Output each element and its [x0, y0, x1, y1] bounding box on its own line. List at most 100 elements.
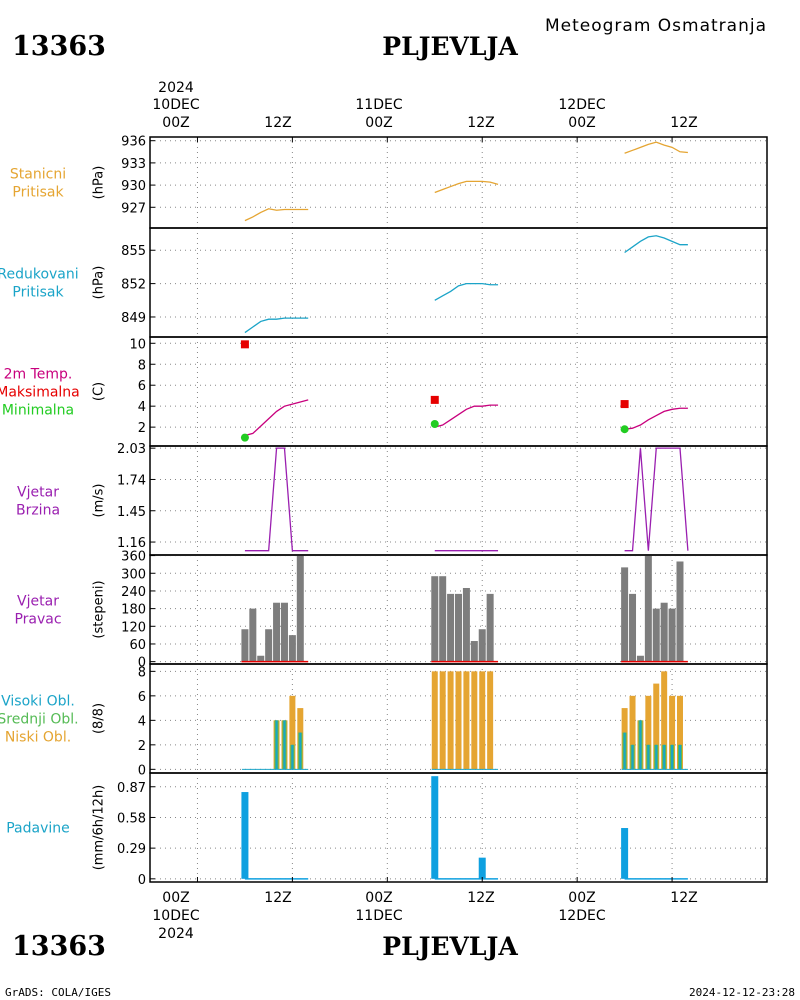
panel-label: Pritisak: [12, 285, 64, 301]
panel-precipitation: 0 0.29 0.58 0.87 (mm/6h/12h) Padavine: [6, 772, 768, 888]
bar: [629, 593, 637, 662]
bar-high-cloud: [299, 732, 302, 770]
hour-label-bottom-3: 00Z: [365, 890, 392, 906]
series-line: [624, 447, 689, 552]
hour-label-bottom-2: 12Z: [264, 890, 291, 906]
year-label-top: 2024: [158, 80, 194, 96]
bar: [241, 792, 249, 879]
hour-label-bottom-4: 12Z: [467, 890, 494, 906]
panel-temperature: 2 4 6 8 10 (C) 2m Temp. Maksimalna Minimalna: [0, 336, 768, 447]
y-tick-label: 0.58: [117, 811, 146, 826]
series-line: [244, 447, 309, 552]
panel-pressure_station: 927 930 933 936 (hPa) Stanicni Pritisak: [10, 135, 768, 229]
bar: [676, 561, 684, 662]
y-tick-label: 0: [138, 873, 146, 888]
bar: [431, 776, 439, 879]
bar-high-cloud: [291, 744, 294, 770]
y-tick-label: 120: [121, 620, 146, 635]
hour-label-bottom-6: 12Z: [670, 890, 697, 906]
min-marker: [430, 419, 439, 428]
bar: [652, 608, 660, 662]
panel-wind_direction: 0 60 120 180 240 300 360 (stepeni) Vjetar Pravac: [14, 550, 768, 671]
panels: 927930933936(hPa)StanicniPritisak8498528…: [0, 135, 768, 888]
y-tick-label: 4: [138, 400, 146, 415]
day-label-top-1: 10DEC: [152, 97, 199, 113]
bar: [288, 635, 296, 662]
y-tick-label: 855: [121, 244, 146, 259]
panel-label: Pravac: [14, 612, 61, 628]
hour-label-top-5: 00Z: [568, 115, 595, 131]
panel-label: Minimalna: [2, 403, 74, 419]
bar: [280, 602, 288, 662]
panel-wind_speed: 1.16 1.45 1.74 2.03 (m/s) Vjetar Brzina: [16, 442, 768, 556]
bar: [241, 629, 249, 662]
panel-cloud_cover: 0 2 4 6 8 (8/8) Visoki Obl. Srednji Obl. Niski O…: [0, 663, 768, 778]
y-tick-label: 180: [121, 603, 146, 618]
min-marker: [620, 425, 629, 434]
series-line: [624, 235, 688, 254]
footer-timestamp: 2024-12-12-23:28: [689, 986, 795, 999]
time-axis-bottom: 00Z 12Z 00Z 12Z 00Z 12Z 10DEC 11DEC 12DE…: [152, 890, 697, 942]
bar: [636, 655, 644, 662]
bar: [621, 567, 629, 662]
y-axis-label: (stepeni): [92, 580, 107, 638]
bar-high-cloud: [283, 720, 286, 770]
y-tick-label: 6: [138, 690, 146, 705]
bar: [447, 593, 455, 662]
y-axis-label: (mm/6h/12h): [92, 785, 107, 871]
day-label-top-2: 11DEC: [355, 97, 402, 113]
panel-label: Visoki Obl.: [1, 694, 75, 710]
panel-frame: [149, 227, 768, 338]
panel-label: 2m Temp.: [4, 367, 73, 383]
y-tick-label: 1.45: [117, 505, 146, 520]
station-name-bottom: PLJEVLJA: [382, 932, 518, 961]
y-axis-label: (8/8): [92, 703, 107, 734]
bar-low-cloud: [629, 695, 636, 770]
y-tick-label: 0.87: [117, 781, 146, 796]
day-label-top-3: 12DEC: [558, 97, 605, 113]
bar-low-cloud: [661, 671, 668, 770]
series-line: [434, 404, 499, 428]
y-tick-label: 1.74: [117, 473, 146, 488]
bar: [621, 828, 629, 879]
bar-low-cloud: [479, 671, 486, 770]
bar: [296, 555, 304, 662]
bar: [249, 608, 257, 662]
max-marker: [620, 400, 629, 409]
bar: [644, 555, 652, 662]
y-tick-label: 60: [129, 638, 146, 653]
bar-low-cloud: [431, 671, 438, 770]
bar-high-cloud: [663, 744, 666, 770]
series-line: [434, 282, 499, 301]
bar: [668, 608, 676, 662]
series-line: [434, 180, 499, 194]
year-label-bottom: 2024: [158, 926, 194, 942]
bar: [265, 629, 273, 662]
y-tick-label: 936: [121, 135, 146, 150]
bar-low-cloud: [463, 671, 470, 770]
hour-label-top-6: 12Z: [670, 115, 697, 131]
y-tick-label: 852: [121, 278, 146, 293]
series-line: [624, 141, 688, 154]
series-line: [244, 317, 309, 334]
bar-high-cloud: [275, 720, 278, 770]
hour-label-top-4: 12Z: [467, 115, 494, 131]
panel-frame: [149, 445, 768, 556]
bar: [470, 641, 478, 662]
panel-label: Pritisak: [12, 185, 64, 201]
bar-high-cloud: [678, 744, 681, 770]
bar: [478, 629, 486, 662]
panel-label: Maksimalna: [0, 385, 80, 401]
station-name-top: PLJEVLJA: [382, 32, 518, 61]
y-tick-label: 927: [121, 201, 146, 216]
y-tick-label: 240: [121, 585, 146, 600]
panel-label: Srednji Obl.: [0, 712, 79, 728]
panel-frame: [149, 772, 768, 883]
bar-high-cloud: [623, 732, 626, 770]
panel-label: Vjetar: [17, 485, 59, 501]
day-label-bottom-3: 12DEC: [558, 908, 605, 924]
bar-low-cloud: [676, 695, 683, 770]
y-axis-label: (C): [92, 382, 107, 401]
panel-label: Redukovani: [0, 267, 79, 283]
y-tick-label: 0.29: [117, 842, 146, 857]
